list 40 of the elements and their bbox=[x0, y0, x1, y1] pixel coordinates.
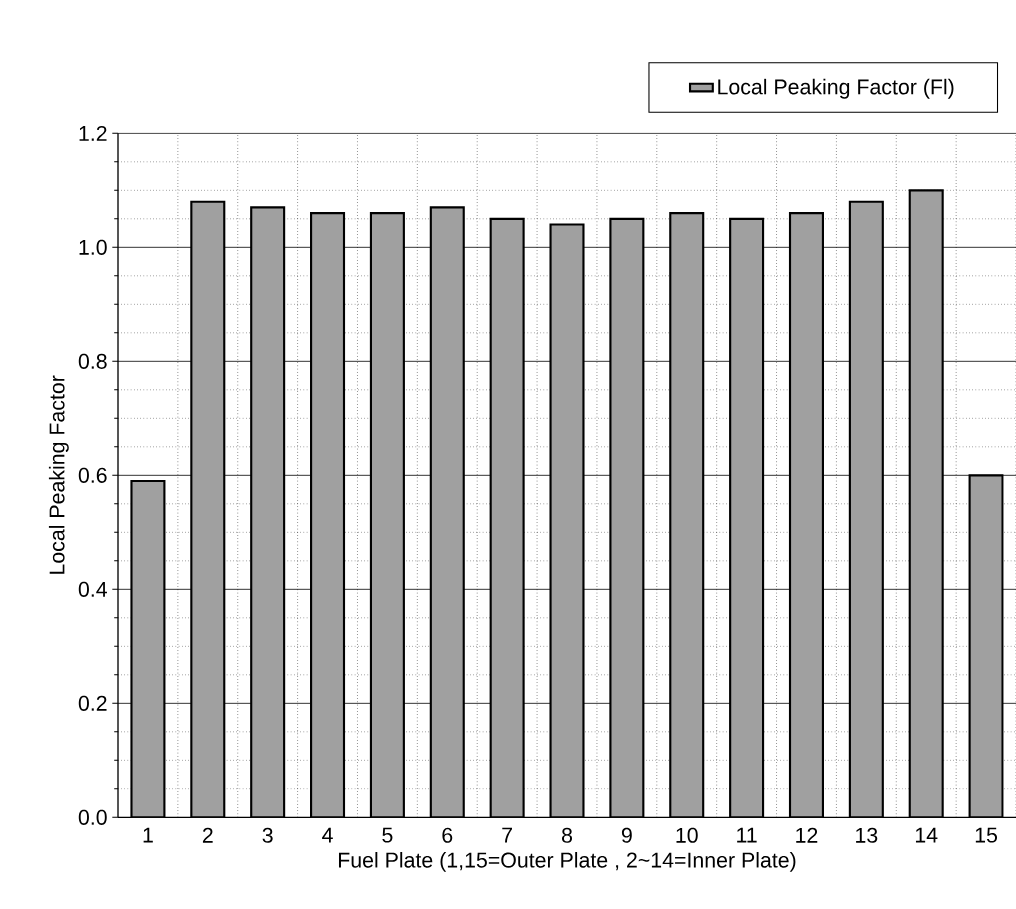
bar bbox=[788, 211, 825, 818]
y-tick-label: 0.8 bbox=[78, 353, 107, 369]
x-tick-label: 5 bbox=[382, 827, 393, 843]
y-tick-label: 1.0 bbox=[79, 239, 107, 255]
y-tick-label: 1.2 bbox=[79, 125, 107, 141]
bar bbox=[848, 200, 884, 818]
x-tick-label: 8 bbox=[561, 827, 573, 843]
y-axis-title: Local Peaking Factor bbox=[48, 375, 69, 574]
legend-label: Local Peaking Factor (Fl) bbox=[718, 78, 954, 99]
x-axis-title: Fuel Plate (1,15=Outer Plate , 2~14=Inner Plate) bbox=[338, 851, 796, 872]
x-tick-label: 3 bbox=[262, 827, 273, 843]
bar bbox=[250, 206, 286, 818]
bar bbox=[190, 200, 226, 818]
bar bbox=[549, 223, 585, 818]
x-tick-label: 7 bbox=[502, 827, 512, 843]
x-tick-label: 14 bbox=[915, 827, 938, 843]
x-tick-label: 2 bbox=[202, 827, 213, 843]
bar bbox=[729, 217, 765, 818]
x-tick-label: 1 bbox=[143, 827, 153, 843]
y-tick-label: 0.4 bbox=[78, 581, 107, 597]
x-tick-label: 9 bbox=[621, 827, 632, 843]
bar bbox=[489, 217, 525, 818]
bar bbox=[669, 211, 705, 818]
x-tick-label: 6 bbox=[442, 827, 453, 843]
x-tick-label: 15 bbox=[975, 827, 998, 843]
x-tick-label: 11 bbox=[737, 827, 757, 843]
bar bbox=[908, 189, 944, 818]
bar bbox=[429, 206, 465, 818]
x-tick-label: 10 bbox=[676, 827, 698, 843]
bar bbox=[369, 211, 405, 818]
y-tick-label: 0.2 bbox=[78, 695, 107, 711]
bar bbox=[968, 474, 1004, 818]
bar bbox=[609, 217, 645, 818]
y-tick-label: 0.0 bbox=[78, 809, 107, 825]
x-tick-label: 12 bbox=[796, 827, 818, 843]
y-tick-label: 0.6 bbox=[78, 467, 107, 483]
x-tick-label: 4 bbox=[322, 827, 333, 843]
bar bbox=[310, 211, 346, 818]
x-tick-label: 13 bbox=[856, 827, 878, 843]
bar bbox=[130, 479, 166, 818]
